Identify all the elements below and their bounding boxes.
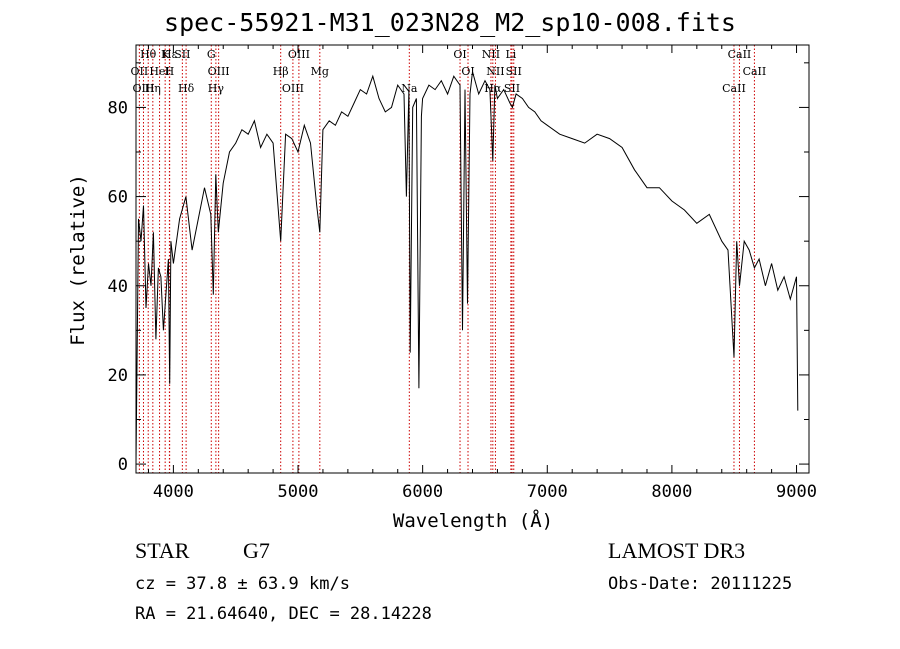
object-subclass: G7 — [243, 538, 270, 563]
line-label-20: Hα — [484, 82, 502, 95]
y-tick-label-4: 80 — [108, 98, 128, 118]
line-label-15: OIII — [288, 48, 310, 61]
line-label-21: NII — [482, 48, 500, 61]
x-tick-label-0: 4000 — [153, 482, 194, 502]
line-label-13: Hβ — [273, 65, 289, 78]
object-class: STAR — [135, 538, 190, 563]
line-label-9: SII — [174, 48, 190, 61]
axis-ticks: 4000 5000 6000 7000 8000 9000 0 20 40 60 80 — [108, 45, 817, 502]
line-label-14: OIII — [282, 82, 304, 95]
survey-name: LAMOST DR3 — [608, 538, 746, 563]
line-label-3: K — [161, 48, 170, 61]
spectrum-series-line — [135, 71, 799, 465]
x-axis-label: Wavelength (Å) — [392, 510, 554, 532]
line-label-24: Li — [505, 48, 516, 61]
line-label-18: OI — [453, 48, 466, 61]
y-tick-label-0: 0 — [118, 455, 128, 475]
line-label-10: OIII — [208, 65, 230, 78]
y-tick-label-1: 20 — [108, 366, 128, 386]
emission-line-labels: HθOIIOIIIKHeIHηHεHHδSIIOIIIHγGHβOIIIOIII… — [131, 48, 767, 95]
x-tick-label-4: 8000 — [651, 482, 692, 502]
line-label-27: CaII — [728, 48, 752, 61]
line-label-8: Hδ — [178, 82, 195, 95]
obs-date: Obs-Date: 20111225 — [608, 574, 793, 594]
chart-title: spec-55921-M31_023N28_M2_sp10-008.fits — [164, 8, 736, 37]
x-tick-label-3: 7000 — [527, 482, 568, 502]
line-label-4: HeI — [149, 65, 169, 78]
line-label-1: OII — [131, 65, 149, 78]
emission-line-markers — [138, 45, 755, 473]
line-label-25: SII — [506, 65, 522, 78]
line-label-5: Hη — [145, 82, 161, 95]
line-label-16: Mg — [311, 65, 329, 78]
line-label-12: G — [207, 48, 216, 61]
x-tick-label-5: 9000 — [776, 482, 817, 502]
y-axis-label: Flux (relative) — [67, 174, 89, 346]
y-tick-label-2: 40 — [108, 277, 128, 297]
redshift-text: cz = 37.8 ± 63.9 km/s — [135, 574, 350, 594]
line-label-2: OIII — [132, 82, 154, 95]
line-label-26: CaII — [722, 82, 746, 95]
line-label-17: Na — [401, 82, 418, 95]
line-label-22: NII — [486, 65, 504, 78]
x-tick-label-1: 5000 — [278, 482, 319, 502]
line-label-19: OI — [461, 65, 474, 78]
line-label-11: Hγ — [208, 82, 225, 95]
line-label-28: CaII — [743, 65, 767, 78]
line-label-7: H — [165, 65, 175, 78]
x-tick-label-2: 6000 — [402, 482, 443, 502]
y-tick-label-3: 60 — [108, 188, 128, 208]
coordinates: RA = 21.64640, DEC = 28.14228 — [135, 604, 432, 624]
plot-frame — [135, 44, 810, 474]
line-label-0: Hθ — [140, 48, 157, 61]
line-label-23: SII — [504, 82, 520, 95]
